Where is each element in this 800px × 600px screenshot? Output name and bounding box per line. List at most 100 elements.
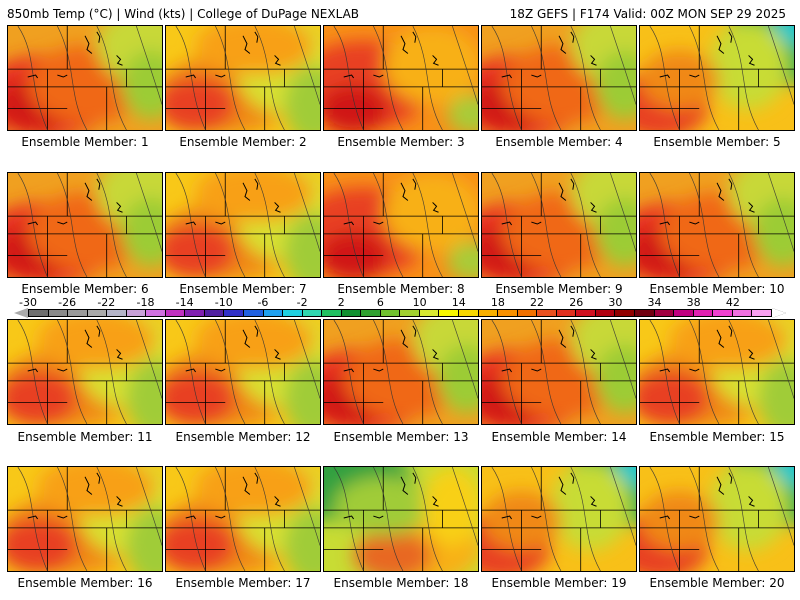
colorbar-tick-labels: -30 -26 -22 -18 -14 -10 -6 -2 2 6 10 14 18 22 26 30 34 38… bbox=[0, 296, 800, 309]
ensemble-member-map bbox=[481, 25, 637, 131]
ensemble-member-label: Ensemble Member: 14 bbox=[491, 430, 627, 444]
colorbar-tick-label: 6 bbox=[376, 296, 384, 309]
ensemble-member-label: Ensemble Member: 15 bbox=[649, 430, 785, 444]
colorbar-tick-label: 30 bbox=[608, 296, 623, 309]
ensemble-member-label: Ensemble Member: 5 bbox=[653, 135, 781, 149]
colorbar-tick-label: -14 bbox=[175, 296, 194, 309]
colorbar-tick-label: 18 bbox=[490, 296, 505, 309]
colorbar-tick-label: -30 bbox=[19, 296, 37, 309]
colorbar-segment bbox=[693, 310, 714, 316]
colorbar-segment bbox=[341, 310, 362, 316]
colorbar-tick-label: 10 bbox=[412, 296, 427, 309]
ensemble-member-map bbox=[165, 466, 321, 572]
ensemble-member-label: Ensemble Member: 7 bbox=[179, 282, 307, 296]
colorbar-segment bbox=[517, 310, 538, 316]
colorbar-segment bbox=[107, 310, 127, 316]
product-title: 850mb Temp (°C) | Wind (kts) | College o… bbox=[7, 7, 360, 21]
colorbar-segment bbox=[478, 310, 499, 316]
colorbar-tick-label: 14 bbox=[451, 296, 466, 309]
ensemble-member-map bbox=[165, 25, 321, 131]
colorbar-tick-label: -26 bbox=[58, 296, 77, 309]
colorbar-tick-label: 2 bbox=[337, 296, 345, 309]
ensemble-member-map bbox=[639, 25, 795, 131]
colorbar-segment bbox=[302, 310, 323, 316]
colorbar-segment bbox=[674, 310, 694, 316]
colorbar-segment bbox=[439, 310, 460, 316]
colorbar-segment bbox=[87, 310, 108, 316]
colorbar-tick-label: -2 bbox=[296, 296, 308, 309]
ensemble-member-map bbox=[639, 319, 795, 425]
colorbar-segment bbox=[68, 310, 88, 316]
colorbar-segment bbox=[126, 310, 147, 316]
colorbar-tick-label: -6 bbox=[257, 296, 269, 309]
colorbar-segment bbox=[146, 310, 166, 316]
ensemble-member-label: Ensemble Member: 13 bbox=[333, 430, 469, 444]
colorbar-segment bbox=[634, 310, 655, 316]
ensemble-member-label: Ensemble Member: 18 bbox=[333, 576, 469, 590]
colorbar-segment bbox=[400, 310, 420, 316]
ensemble-member-label: Ensemble Member: 19 bbox=[491, 576, 627, 590]
colorbar-segment bbox=[576, 310, 596, 316]
ensemble-member-label: Ensemble Member: 11 bbox=[17, 430, 153, 444]
colorbar-tick-label: 42 bbox=[725, 296, 740, 309]
ensemble-member-label: Ensemble Member: 8 bbox=[337, 282, 465, 296]
colorbar-segment bbox=[732, 310, 753, 316]
ensemble-member-map bbox=[323, 466, 479, 572]
colorbar-tick-label: 22 bbox=[530, 296, 545, 309]
colorbar-tick-label: 34 bbox=[647, 296, 662, 309]
colorbar-segment bbox=[263, 310, 284, 316]
colorbar-tick-label: 38 bbox=[686, 296, 701, 309]
colorbar-segment bbox=[283, 310, 303, 316]
ensemble-member-label: Ensemble Member: 6 bbox=[21, 282, 149, 296]
colorbar-segment bbox=[185, 310, 205, 316]
ensemble-member-label: Ensemble Member: 2 bbox=[179, 135, 307, 149]
ensemble-member-label: Ensemble Member: 3 bbox=[337, 135, 465, 149]
colorbar-segment bbox=[537, 310, 557, 316]
header: 850mb Temp (°C) | Wind (kts) | College o… bbox=[0, 0, 800, 24]
colorbar-segment bbox=[244, 310, 264, 316]
ensemble-member-map bbox=[323, 172, 479, 278]
colorbar-right-cap bbox=[772, 308, 786, 318]
colorbar-segment bbox=[615, 310, 635, 316]
ensemble-member-label: Ensemble Member: 20 bbox=[649, 576, 785, 590]
ensemble-member-label: Ensemble Member: 9 bbox=[495, 282, 623, 296]
ensemble-member-label: Ensemble Member: 17 bbox=[175, 576, 311, 590]
colorbar-segment bbox=[498, 310, 518, 316]
colorbar-segment bbox=[165, 310, 186, 316]
ensemble-member-map bbox=[323, 25, 479, 131]
colorbar-segment bbox=[595, 310, 616, 316]
colorbar-segment bbox=[48, 310, 69, 316]
ensemble-member-label: Ensemble Member: 10 bbox=[649, 282, 785, 296]
colorbar-segment bbox=[556, 310, 577, 316]
ensemble-member-label: Ensemble Member: 4 bbox=[495, 135, 623, 149]
colorbar-segment bbox=[419, 310, 440, 316]
colorbar-tick-label: -18 bbox=[136, 296, 155, 309]
ensemble-member-map bbox=[7, 466, 163, 572]
ensemble-member-map bbox=[481, 319, 637, 425]
colorbar-segment bbox=[654, 310, 675, 316]
colorbar-left-cap bbox=[14, 308, 28, 318]
ensemble-member-map bbox=[639, 466, 795, 572]
temperature-colorbar bbox=[14, 308, 786, 318]
colorbar-segment bbox=[322, 310, 342, 316]
ensemble-member-label: Ensemble Member: 16 bbox=[17, 576, 153, 590]
colorbar-segment bbox=[380, 310, 401, 316]
colorbar-segment bbox=[29, 310, 49, 316]
ensemble-member-map bbox=[165, 172, 321, 278]
ensemble-member-label: Ensemble Member: 1 bbox=[21, 135, 149, 149]
ensemble-member-label: Ensemble Member: 12 bbox=[175, 430, 311, 444]
colorbar-segment bbox=[713, 310, 733, 316]
model-valid-time: 18Z GEFS | F174 Valid: 00Z MON SEP 29 20… bbox=[509, 7, 786, 21]
colorbar-segment bbox=[224, 310, 245, 316]
ensemble-member-map bbox=[639, 172, 795, 278]
colorbar-segment bbox=[752, 310, 771, 316]
ensemble-member-map bbox=[7, 172, 163, 278]
ensemble-member-map bbox=[165, 319, 321, 425]
ensemble-member-map bbox=[481, 172, 637, 278]
colorbar-segment bbox=[204, 310, 225, 316]
colorbar-segment bbox=[361, 310, 381, 316]
ensemble-member-map bbox=[481, 466, 637, 572]
ensemble-member-map bbox=[7, 319, 163, 425]
colorbar-tick-label: -10 bbox=[214, 296, 233, 309]
colorbar-tick-label: -22 bbox=[97, 296, 116, 309]
